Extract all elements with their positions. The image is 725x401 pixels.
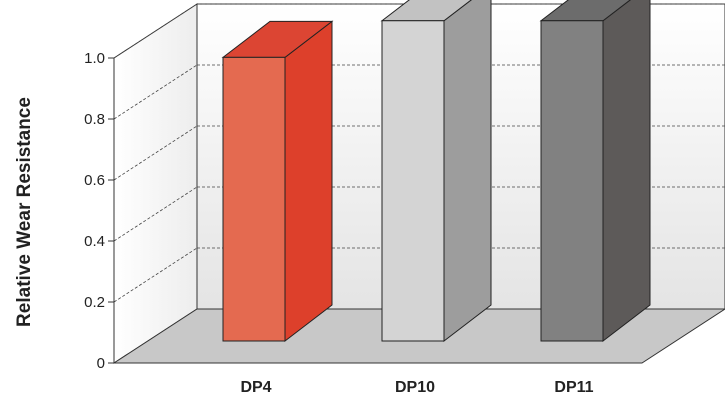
gridline-diagonal [113,3,198,59]
y-axis: 0 0.2 0.4 0.6 0.8 1.0 [84,50,115,372]
y-tick-label: 0.6 [84,172,105,189]
bar-dp11 [539,0,651,343]
bar-side-face [284,20,333,343]
bars [221,0,651,343]
chart-left-wall [113,3,198,364]
y-tick-label: 0 [97,355,105,372]
gridline-diagonal [113,247,198,303]
bar-front-face [222,56,286,342]
x-tick-label-dp10: DP10 [395,379,435,396]
gridline-diagonal [113,186,198,242]
bar-front-face [540,20,604,342]
x-tick-label-dp4: DP4 [240,379,271,396]
gridline-diagonal [113,64,198,120]
bar-front-face [381,20,445,342]
y-axis-title: Relative Wear Resistance [14,97,35,327]
bar-side-face [443,0,492,343]
bar-dp4 [221,20,334,343]
y-tick-label: 0.2 [84,294,105,311]
x-tick-label-dp11: DP11 [554,379,593,396]
x-axis: DP4 DP10 DP11 [240,379,593,396]
bar-dp10 [380,0,492,343]
y-tick-label: 1.0 [84,50,105,67]
y-tick-label: 0.4 [84,233,105,250]
bar-side-face [602,0,651,343]
gridline-diagonal [113,125,198,181]
y-tick-label: 0.8 [84,111,105,128]
